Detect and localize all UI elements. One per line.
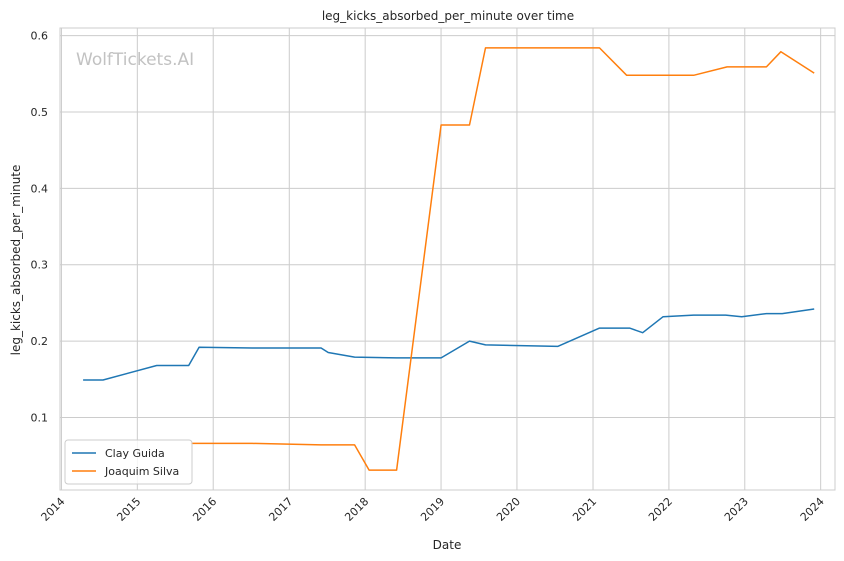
legend-label-joaquim-silva: Joaquim Silva — [104, 465, 179, 478]
y-tick-label: 0.3 — [31, 259, 49, 272]
series-line-joaquim-silva — [190, 47, 815, 471]
x-tick-label: 2023 — [722, 495, 751, 524]
y-tick-labels: 0.1 0.2 0.3 0.4 0.5 0.6 — [31, 30, 49, 425]
y-tick-label: 0.4 — [31, 182, 49, 195]
x-tick-label: 2015 — [114, 495, 143, 524]
x-tick-label: 2019 — [418, 495, 447, 524]
y-tick-label: 0.2 — [31, 335, 49, 348]
series-line-clay-guida — [83, 308, 815, 381]
x-tick-label: 2014 — [39, 495, 68, 524]
x-axis-label: Date — [433, 538, 462, 552]
legend-box — [64, 439, 193, 485]
chart-title: leg_kicks_absorbed_per_minute over time — [322, 9, 574, 23]
y-tick-label: 0.6 — [31, 30, 49, 43]
series-lines — [83, 47, 815, 471]
legend: Clay Guida Joaquim Silva — [64, 439, 193, 485]
plot-frame — [59, 27, 836, 491]
x-tick-label: 2022 — [646, 495, 675, 524]
y-tick-label: 0.1 — [31, 411, 49, 424]
x-tick-label: 2016 — [190, 495, 219, 524]
legend-label-clay-guida: Clay Guida — [105, 447, 165, 460]
x-tick-label: 2018 — [342, 495, 371, 524]
x-tick-label: 2020 — [494, 495, 523, 524]
x-tick-label: 2017 — [266, 495, 295, 524]
x-tick-label: 2024 — [798, 495, 827, 524]
grid — [60, 28, 835, 490]
y-tick-label: 0.5 — [31, 106, 49, 119]
x-tick-labels: 2014 2015 2016 2017 2018 2019 2020 2021 2022 2023… — [39, 495, 827, 524]
watermark: WolfTickets.AI — [76, 50, 194, 70]
x-tick-label: 2021 — [570, 495, 599, 524]
y-axis-label: leg_kicks_absorbed_per_minute — [9, 165, 23, 356]
